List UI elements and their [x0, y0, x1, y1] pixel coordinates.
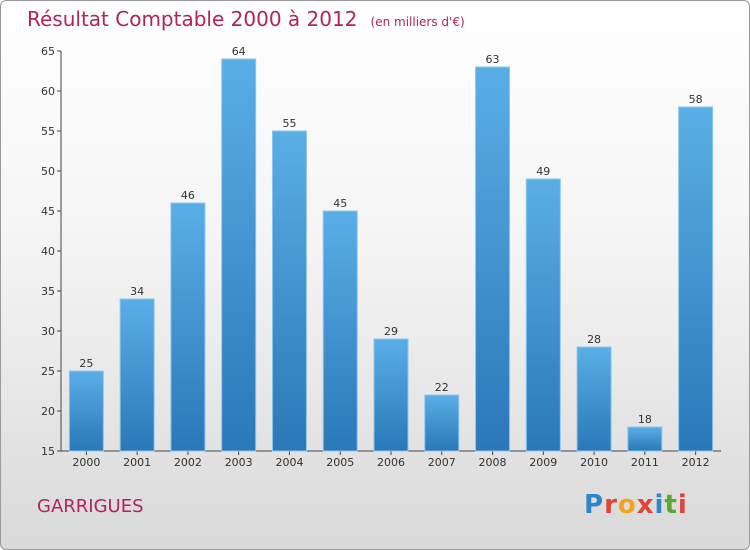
value-label: 46 — [181, 189, 195, 202]
value-label: 63 — [486, 53, 500, 66]
y-tick-label: 55 — [41, 125, 55, 138]
x-tick-label: 2001 — [123, 456, 151, 469]
y-tick-label: 50 — [41, 165, 55, 178]
title-row: Résultat Comptable 2000 à 2012 (en milli… — [27, 7, 465, 31]
logo-letter: x — [636, 490, 655, 520]
logo-letter: i — [677, 490, 688, 520]
logo-letter: o — [617, 490, 637, 520]
bar-2001 — [119, 298, 155, 452]
bar-2008 — [475, 66, 511, 452]
value-label: 22 — [435, 381, 449, 394]
y-tick-label: 25 — [41, 365, 55, 378]
bar-2003 — [221, 58, 257, 452]
commune-name: GARRIGUES — [37, 496, 144, 517]
y-tick-label: 45 — [41, 205, 55, 218]
x-tick-label: 2006 — [377, 456, 405, 469]
x-tick-label: 2005 — [326, 456, 354, 469]
y-tick-label: 40 — [41, 245, 55, 258]
x-tick-label: 2011 — [631, 456, 659, 469]
bar-2004 — [271, 130, 307, 452]
bars — [68, 58, 714, 452]
x-tick-label: 2004 — [275, 456, 303, 469]
value-label: 55 — [282, 117, 296, 130]
y-tick-label: 20 — [41, 405, 55, 418]
bar-2002 — [170, 202, 206, 452]
value-label: 49 — [536, 165, 550, 178]
x-tick-label: 2002 — [174, 456, 202, 469]
proxiti-logo: Proxiti — [584, 490, 688, 520]
bar-2000 — [68, 370, 104, 452]
value-label: 58 — [689, 93, 703, 106]
x-tick-label: 2009 — [529, 456, 557, 469]
y-tick-label: 65 — [41, 45, 55, 58]
value-label: 28 — [587, 333, 601, 346]
y-tick-label: 30 — [41, 325, 55, 338]
logo-letter: t — [664, 490, 678, 520]
x-tick-label: 2012 — [682, 456, 710, 469]
bar-2012 — [678, 106, 714, 452]
bar-2010 — [576, 346, 612, 452]
y-tick-label: 60 — [41, 85, 55, 98]
value-label: 64 — [232, 45, 246, 58]
value-label: 18 — [638, 413, 652, 426]
logo-letter: r — [604, 490, 618, 520]
y-tick-label: 15 — [41, 445, 55, 458]
value-label: 25 — [79, 357, 93, 370]
chart-subtitle: (en milliers d'€) — [370, 15, 465, 29]
x-tick-label: 2010 — [580, 456, 608, 469]
bar-2011 — [627, 426, 663, 452]
value-label: 34 — [130, 285, 144, 298]
bar-2005 — [322, 210, 358, 452]
chart-title: Résultat Comptable 2000 à 2012 — [27, 7, 358, 31]
y-tick-label: 35 — [41, 285, 55, 298]
x-tick-label: 2008 — [479, 456, 507, 469]
bar-2006 — [373, 338, 409, 452]
x-tick-label: 2003 — [225, 456, 253, 469]
value-label: 29 — [384, 325, 398, 338]
labels: 2000 25 2001 34 2002 46 2003 64 2004 55 2005 45 2006… — [72, 45, 709, 469]
logo-letter: P — [584, 490, 605, 520]
bar-2009 — [525, 178, 561, 452]
logo-letter: i — [654, 490, 665, 520]
value-label: 45 — [333, 197, 347, 210]
x-tick-label: 2007 — [428, 456, 456, 469]
x-tick-label: 2000 — [72, 456, 100, 469]
bar-2007 — [424, 394, 460, 452]
